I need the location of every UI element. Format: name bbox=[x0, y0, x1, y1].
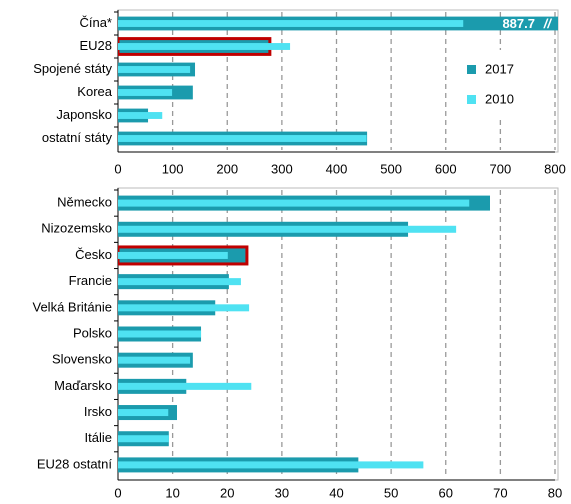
legend-label: 2017 bbox=[485, 61, 514, 76]
legend-swatch bbox=[467, 95, 476, 104]
bars bbox=[118, 195, 490, 473]
bar-2010 bbox=[118, 89, 173, 96]
x-tick-label: 30 bbox=[275, 485, 289, 500]
y-tick-label: Velká Británie bbox=[33, 299, 113, 314]
y-tick-label: EU28 ostatní bbox=[37, 456, 113, 471]
legend-box bbox=[455, 50, 547, 120]
y-tick-label: Polsko bbox=[73, 325, 112, 340]
x-tick-label: 600 bbox=[435, 161, 457, 176]
x-tick-label: 20 bbox=[220, 485, 234, 500]
bar-2010 bbox=[118, 199, 470, 207]
bar-2010 bbox=[118, 435, 169, 443]
bars bbox=[118, 16, 558, 146]
x-tick-label: 300 bbox=[271, 161, 293, 176]
x-tick-label: 0 bbox=[114, 161, 121, 176]
bar-2010 bbox=[118, 382, 252, 390]
y-tick-label: Maďarsko bbox=[54, 378, 112, 393]
x-tick-label: 70 bbox=[493, 485, 507, 500]
y-tick-label: Německo bbox=[57, 195, 112, 210]
x-tick-label: 400 bbox=[326, 161, 348, 176]
y-tick-label: Spojené státy bbox=[33, 61, 112, 76]
x-tick-label: 80 bbox=[548, 485, 562, 500]
bar-2010 bbox=[118, 251, 228, 259]
bar-2010 bbox=[118, 330, 202, 338]
bar-2010 bbox=[118, 20, 464, 27]
x-tick-label: 500 bbox=[380, 161, 402, 176]
y-tick-label: Nizozemsko bbox=[41, 221, 112, 236]
y-tick-label: Japonsko bbox=[56, 107, 112, 122]
bar-2010 bbox=[118, 135, 367, 142]
bar-2010 bbox=[118, 304, 250, 312]
bar-2010 bbox=[118, 278, 241, 286]
y-tick-label: Slovensko bbox=[52, 352, 112, 367]
x-tick-label: 100 bbox=[162, 161, 184, 176]
highlight-box bbox=[118, 245, 249, 266]
y-tick-label: Itálie bbox=[85, 430, 112, 445]
y-tick-label: EU28 bbox=[79, 38, 112, 53]
y-tick-label: ostatní státy bbox=[42, 130, 113, 145]
x-tick-label: 800 bbox=[544, 161, 566, 176]
x-tick-label: 50 bbox=[384, 485, 398, 500]
bar-2010 bbox=[118, 356, 191, 364]
legend-swatch bbox=[467, 65, 476, 74]
legend-label: 2010 bbox=[485, 91, 514, 106]
value-label: 887.7 bbox=[502, 16, 535, 31]
axis-break: // bbox=[543, 16, 553, 31]
x-tick-label: 60 bbox=[439, 485, 453, 500]
x-tick-label: 700 bbox=[490, 161, 512, 176]
y-tick-label: Čína* bbox=[79, 15, 112, 30]
y-tick-label: Francie bbox=[69, 273, 112, 288]
bar-2010 bbox=[118, 43, 291, 50]
x-tick-label: 0 bbox=[114, 485, 121, 500]
bar-2010 bbox=[118, 112, 163, 119]
bar-2010 bbox=[118, 225, 457, 233]
bar-2010 bbox=[118, 66, 191, 73]
y-tick-label: Irsko bbox=[84, 404, 112, 419]
x-tick-label: 200 bbox=[216, 161, 238, 176]
x-tick-label: 10 bbox=[165, 485, 179, 500]
bar-2010 bbox=[118, 461, 424, 469]
y-tick-label: Česko bbox=[75, 247, 112, 262]
bar-2010 bbox=[118, 409, 169, 417]
y-tick-label: Korea bbox=[77, 84, 112, 99]
x-tick-label: 40 bbox=[329, 485, 343, 500]
